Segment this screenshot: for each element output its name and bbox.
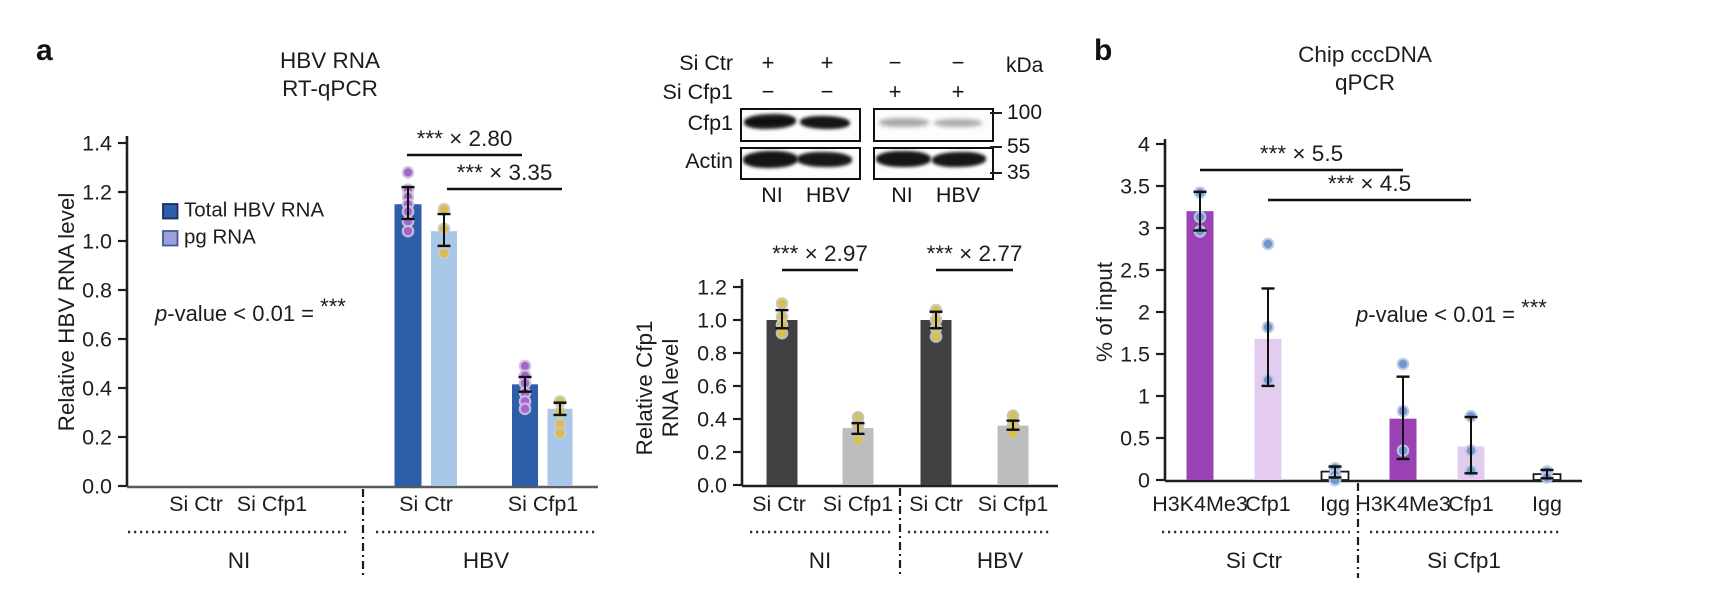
category-label: Cfp1 [1448,492,1493,516]
significance-text: *** × 4.5 [1328,171,1411,196]
category-label: Si Cfp1 [237,492,308,516]
data-point [853,436,863,445]
chart-cfp1_rna: Relative Cfp1 RNA level 0.0 0.2 0.4 0.6 0.8 1.0… [632,241,1058,578]
data-point [931,332,941,341]
bar [394,204,422,486]
group-label: NI [228,548,251,573]
category-label: Si Ctr [399,492,453,516]
data-point [403,227,413,236]
y-tick-label: 0.0 [697,474,727,498]
data-point [520,361,530,371]
group-label: NI [809,548,832,573]
panel-a-label: a [36,34,53,67]
chart-title: Chip cccDNA [1298,42,1432,67]
data-point [555,429,565,438]
y-tick-label: 0.6 [82,328,112,352]
category-label: Si Ctr [169,492,223,516]
category-label: Si Ctr [752,492,806,516]
data-point [1263,239,1273,249]
y-tick-label: 0.2 [82,426,112,450]
y-tick-label: 1.4 [82,132,112,156]
category-label: Si Cfp1 [508,492,579,516]
bar [431,231,457,486]
y-axis-label: Relative HBV RNA level [54,193,79,432]
y-axis-label: % of input [1092,261,1117,362]
legend-label: pg RNA [184,226,256,249]
chart-title: HBV RNA [280,48,380,73]
bar [920,320,952,485]
group-label: Si Ctr [1226,548,1283,573]
significance-text: *** × 3.35 [457,160,553,185]
chart-hbv_rna: HBV RNA RT-qPCR Relative HBV RNA level 0.0 0… [54,48,598,578]
y-tick-label: 2.5 [1120,259,1150,283]
category-label: Igg [1320,492,1350,516]
y-tick-label: 0.0 [82,475,112,499]
y-tick-label: 0.4 [697,408,727,432]
legend-swatch [162,230,179,247]
y-tick-label: 0.8 [697,342,727,366]
category-label: Igg [1532,492,1562,516]
data-point [439,249,449,258]
y-tick-label: 2 [1138,301,1150,325]
y-tick-label: 0.4 [82,377,112,401]
data-point [555,420,565,429]
data-point [1008,429,1018,439]
y-tick-label: 1.2 [697,276,727,300]
significance-text: *** × 5.5 [1260,141,1343,166]
group-label: HBV [977,548,1023,573]
data-point [1398,359,1408,369]
category-label: H3K4Me3 [1152,492,1248,516]
data-point [403,168,413,177]
bar [766,320,798,485]
category-label: H3K4Me3 [1355,492,1451,516]
data-point [777,329,787,338]
significance-text: *** × 2.77 [927,241,1023,266]
data-point [1008,411,1018,420]
y-tick-label: 0.5 [1120,427,1150,451]
y-tick-label: 3 [1138,217,1150,241]
y-axis-label: RNA level [658,339,683,438]
category-label: Si Cfp1 [823,492,894,516]
category-label: Si Ctr [909,492,963,516]
legend-swatch [162,203,179,220]
y-tick-label: 1.0 [82,230,112,254]
p-value-note: p-value < 0.01 = *** [1355,295,1547,327]
category-label: Si Cfp1 [978,492,1049,516]
y-tick-label: 0.6 [697,375,727,399]
p-value-note: p-value < 0.01 = *** [154,294,346,326]
y-tick-label: 1.2 [82,181,112,205]
chart-title: RT-qPCR [282,76,378,101]
significance-text: *** × 2.80 [417,126,513,151]
y-tick-label: 4 [1138,133,1150,157]
y-tick-label: 1 [1138,385,1150,409]
significance-text: *** × 2.97 [772,241,868,266]
chart-title: qPCR [1335,70,1395,95]
data-point [520,404,530,414]
y-tick-label: 1.0 [697,309,727,333]
y-tick-label: 1.5 [1120,343,1150,367]
y-tick-label: 0 [1138,469,1150,493]
data-point [777,299,787,308]
category-label: Cfp1 [1245,492,1290,516]
y-axis-label: Relative Cfp1 [632,320,657,455]
group-label: HBV [463,548,509,573]
panel-b-label: b [1094,34,1113,67]
y-tick-label: 0.8 [82,279,112,303]
group-label: Si Cfp1 [1427,548,1501,573]
bar [1186,211,1214,480]
y-tick-label: 0.2 [697,441,727,465]
chart-chip_cccdna: Chip cccDNA qPCR % of input 0 0.5 1 1.5 2 2.5 3 3.… [1092,42,1582,578]
legend-label: Total HBV RNA [184,199,324,222]
y-tick-label: 3.5 [1120,175,1150,199]
data-point [439,204,449,214]
